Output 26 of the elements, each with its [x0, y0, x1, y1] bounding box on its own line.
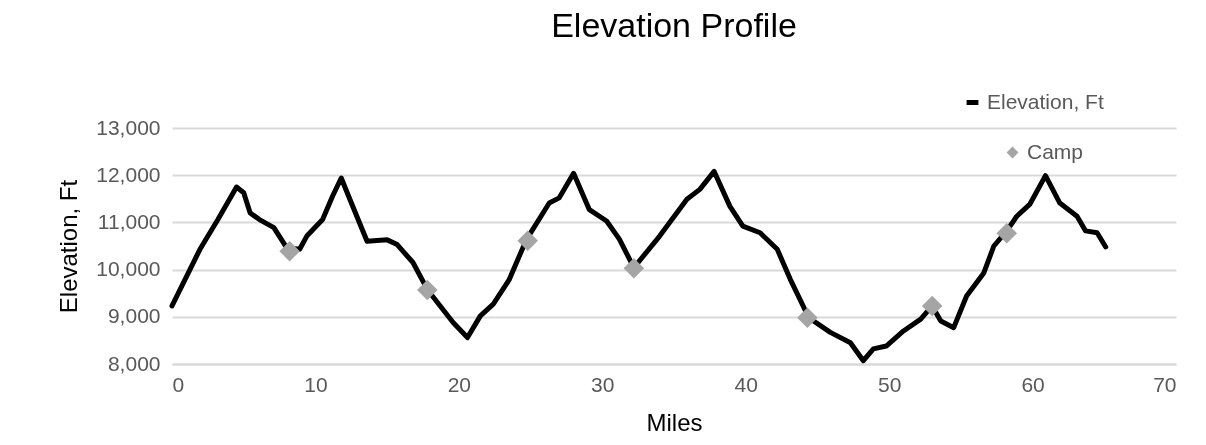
- legend-label: Camp: [1027, 139, 1084, 163]
- x-tick-label: 10: [304, 372, 328, 396]
- x-tick-label: 50: [877, 372, 902, 396]
- point: [623, 257, 645, 279]
- x-tick-label: 70: [1153, 372, 1177, 396]
- chart-title: Elevation Profile: [551, 6, 797, 44]
- y-tick-label: 9,000: [107, 304, 161, 328]
- y-tick-label: 8,000: [107, 351, 161, 375]
- y-axis-title: Elevation, Ft: [55, 179, 83, 314]
- x-tick-label: 20: [447, 372, 472, 396]
- point: [921, 295, 943, 317]
- legend-label: Elevation, Ft: [987, 89, 1104, 113]
- y-tick-label: 13,000: [96, 115, 161, 139]
- x-tick-label: 0: [172, 372, 185, 396]
- point: [996, 223, 1017, 244]
- point: [797, 307, 818, 328]
- x-tick-label: 60: [1021, 372, 1045, 396]
- y-tick-label: 10,000: [96, 257, 161, 281]
- point: [417, 279, 438, 301]
- y-tick-label: 11,000: [97, 209, 161, 233]
- point: [279, 240, 300, 262]
- point: [517, 230, 538, 252]
- x-axis-title: Miles: [646, 408, 703, 436]
- x-tick-label: 30: [591, 372, 615, 396]
- x-tick-label: 40: [734, 372, 758, 396]
- y-tick-label: 12,000: [96, 162, 161, 186]
